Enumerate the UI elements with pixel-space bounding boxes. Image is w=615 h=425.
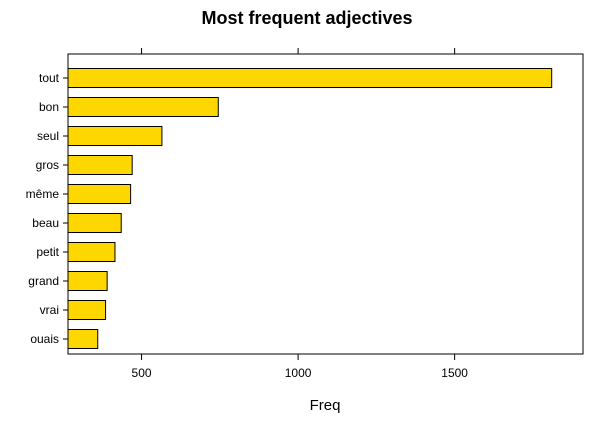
x-tick-label-1: 1000: [285, 366, 312, 380]
y-tick-label-9: ouais: [30, 332, 59, 346]
x-tick-label-0: 500: [132, 366, 152, 380]
x-tick-label-2: 1500: [441, 366, 468, 380]
bar-9: [67, 329, 99, 349]
x-axis-label: Freq: [310, 397, 341, 414]
y-tick-label-1: bon: [39, 100, 59, 114]
y-tick-label-0: tout: [39, 71, 60, 85]
y-tick-label-2: seul: [37, 129, 59, 143]
y-tick-label-8: vrai: [40, 303, 59, 317]
y-tick-label-3: gros: [36, 158, 59, 172]
x-axis: 500 1000 1500: [132, 48, 468, 380]
bar-2: [67, 126, 163, 146]
y-tick-label-5: beau: [32, 216, 59, 230]
bar-5: [67, 213, 122, 233]
y-tick-labels: tout bon seul gros même beau petit grand vrai oua…: [26, 71, 68, 346]
chart-title: Most frequent adjectives: [201, 8, 412, 28]
y-tick-label-6: petit: [36, 245, 59, 259]
y-tick-label-7: grand: [28, 274, 59, 288]
bar-6: [67, 242, 116, 262]
bar-1: [67, 97, 219, 117]
y-tick-label-4: même: [26, 187, 60, 201]
bar-7: [67, 271, 108, 291]
bars-group: [67, 68, 553, 349]
bar-4: [67, 184, 132, 204]
bar-0: [67, 68, 553, 88]
bar-3: [67, 155, 133, 175]
bar-8: [67, 300, 107, 320]
